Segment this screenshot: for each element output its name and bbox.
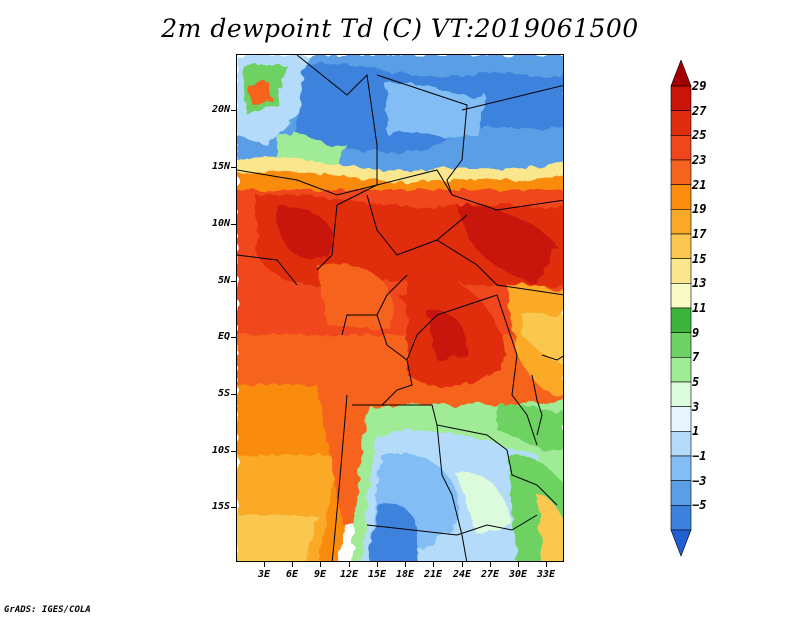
colorbar-min-arrow [670, 529, 692, 557]
colorbar-label: −5 [692, 498, 707, 513]
x-tick-label: 30E [508, 569, 528, 580]
x-tick [377, 562, 378, 567]
colorbar-segment [670, 406, 692, 432]
x-tick-label: 9E [313, 569, 327, 580]
colorbar-label: 17 [692, 227, 707, 241]
y-tick-label: 15N [211, 161, 230, 172]
y-tick [231, 110, 236, 111]
colorbar-label: 29 [692, 79, 707, 93]
y-tick [231, 507, 236, 508]
colorbar-segment [670, 332, 692, 358]
colorbar-segment [670, 357, 692, 383]
colorbar-label: 1 [692, 424, 700, 439]
x-tick-label: 21E [423, 569, 443, 580]
colorbar-label: 15 [692, 251, 707, 266]
colorbar-label: 27 [692, 103, 707, 118]
x-tick [490, 562, 491, 567]
colorbar-segment [670, 283, 692, 309]
dewpoint-field [237, 55, 563, 561]
y-tick-label: EQ [217, 331, 230, 342]
y-tick [231, 394, 236, 395]
colorbar-segment [670, 209, 692, 235]
colorbar-segment [670, 381, 692, 407]
x-tick [320, 562, 321, 567]
x-tick-label: 6E [285, 569, 299, 580]
colorbar-label: 25 [692, 128, 707, 143]
x-tick-label: 27E [480, 569, 500, 580]
x-tick [264, 562, 265, 567]
y-tick-label: 20N [211, 104, 230, 115]
x-tick [546, 562, 547, 567]
y-tick-label: 5N [217, 275, 230, 286]
x-tick-label: 18E [395, 569, 415, 580]
y-tick [231, 281, 236, 282]
y-tick-label: 10S [211, 445, 230, 456]
colorbar-label: 23 [692, 153, 707, 167]
colorbar-segment [670, 135, 692, 161]
colorbar-label: −1 [692, 449, 707, 463]
y-tick [231, 337, 236, 338]
colorbar-segment [670, 455, 692, 481]
y-tick-label: 5S [217, 388, 230, 399]
colorbar-label: 19 [692, 202, 707, 217]
y-tick-label: 10N [211, 218, 230, 229]
map-panel [236, 54, 564, 562]
colorbar-label: 5 [692, 375, 700, 389]
y-tick [231, 451, 236, 452]
colorbar-max-arrow [670, 60, 692, 87]
colorbar-label: 3 [692, 399, 700, 414]
y-tick [231, 224, 236, 225]
x-tick [462, 562, 463, 567]
x-tick [405, 562, 406, 567]
colorbar-segment [670, 184, 692, 210]
colorbar-label: −3 [692, 473, 707, 488]
colorbar-segment [670, 233, 692, 259]
colorbar-label: 13 [692, 276, 707, 291]
colorbar [670, 60, 692, 557]
y-tick-label: 15S [211, 501, 230, 512]
dewpoint-shading [237, 55, 563, 561]
colorbar-segment [670, 505, 692, 531]
y-tick [231, 167, 236, 168]
colorbar-label: 11 [692, 301, 707, 315]
colorbar-segment [670, 159, 692, 185]
colorbar-segment [670, 431, 692, 457]
colorbar-segment [670, 85, 692, 111]
colorbar-segment [670, 110, 692, 136]
x-tick [292, 562, 293, 567]
footer-credit: GrADS: IGES/COLA [4, 605, 91, 615]
colorbar-segment [670, 480, 692, 506]
colorbar-segment [670, 307, 692, 333]
x-tick-label: 12E [339, 569, 359, 580]
x-tick [518, 562, 519, 567]
x-tick [433, 562, 434, 567]
x-tick-label: 3E [257, 569, 271, 580]
x-tick-label: 33E [536, 569, 556, 580]
x-tick-label: 15E [367, 569, 387, 580]
chart-title: 2m dewpoint Td (C) VT:2019061500 [161, 14, 639, 43]
colorbar-label: 9 [692, 325, 700, 340]
x-tick-label: 24E [452, 569, 472, 580]
country-borders [237, 55, 563, 561]
colorbar-label: 7 [692, 350, 700, 365]
colorbar-segment [670, 258, 692, 284]
x-tick [349, 562, 350, 567]
colorbar-label: 21 [692, 177, 707, 192]
